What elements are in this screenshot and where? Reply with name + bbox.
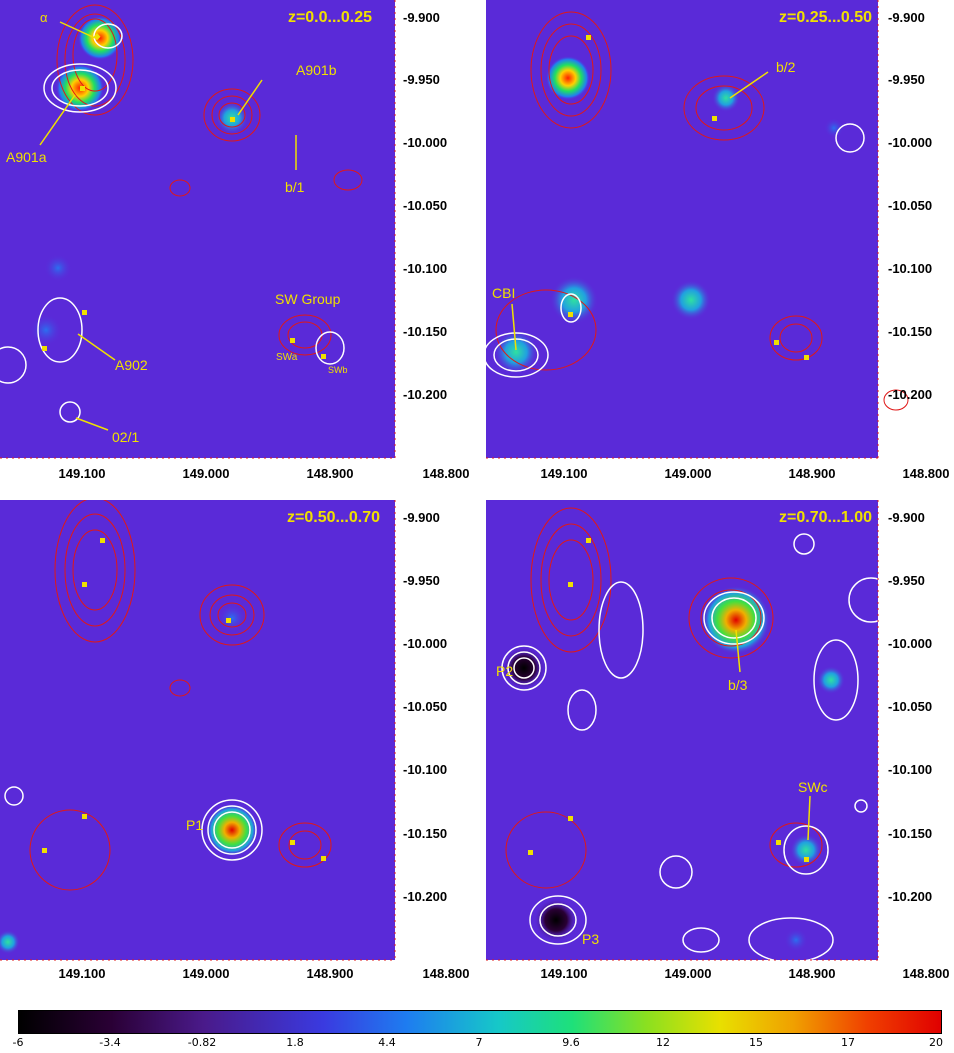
colorbar-tick: 4.4	[378, 1036, 396, 1049]
dec-tick: -10.000	[403, 636, 447, 651]
ra-tick: 148.900	[307, 966, 354, 981]
annotation-cbi: CBI	[492, 285, 515, 301]
colorbar-tick: 12	[656, 1036, 670, 1049]
panel-z-050-070: z=0.50...0.70 P1 -9.900 -9.950 -10.000 -…	[0, 500, 470, 998]
dec-tick: -9.900	[888, 510, 925, 525]
panel-map: z=0.50...0.70 P1 -9.900 -9.950 -10.000 -…	[0, 500, 470, 998]
dec-tick: -9.950	[403, 72, 440, 87]
ra-tick: 148.900	[789, 466, 836, 481]
dec-tick: -10.050	[403, 198, 447, 213]
z-range-label: z=0.70...1.00	[779, 509, 872, 526]
dec-tick: -9.950	[888, 573, 925, 588]
colorbar-tick: 20	[929, 1036, 943, 1049]
annotation-b1: b/1	[285, 179, 305, 195]
ra-tick: 149.100	[59, 466, 106, 481]
dec-tick: -10.150	[888, 826, 932, 841]
ra-tick: 148.800	[423, 466, 470, 481]
annotation-02-1: 02/1	[112, 429, 139, 445]
sky-map-background	[0, 500, 395, 960]
dec-tick: -9.900	[403, 510, 440, 525]
dec-tick: -10.000	[403, 135, 447, 150]
z-range-label: z=0.50...0.70	[287, 509, 380, 526]
annotation-sw-group: SW Group	[275, 291, 341, 307]
ra-tick: 148.800	[903, 466, 950, 481]
dec-tick: -10.150	[888, 324, 932, 339]
ra-tick: 148.900	[789, 966, 836, 981]
panel-map: z=0.25...0.50 b/2 CBI -9.900 -9.950 -10.…	[486, 0, 954, 498]
dec-tick: -10.100	[888, 261, 932, 276]
dec-tick: -10.100	[403, 261, 447, 276]
dec-tick: -10.100	[403, 762, 447, 777]
panel-map: z=0.70...1.00 P2 b/3 SWc P3 -9.900 -9.95…	[486, 500, 954, 998]
sky-map-background	[486, 500, 878, 960]
z-range-label: z=0.25...0.50	[779, 9, 872, 26]
annotation-a901a: A901a	[6, 149, 47, 165]
ra-tick: 149.000	[665, 966, 712, 981]
colorbar-tick: -0.82	[187, 1036, 217, 1049]
dec-tick: -9.900	[888, 10, 925, 25]
annotation-b3: b/3	[728, 677, 748, 693]
annotation-p3: P3	[582, 931, 599, 947]
annotation-a902: A902	[115, 357, 148, 373]
ra-tick: 148.800	[423, 966, 470, 981]
dec-tick: -10.050	[403, 699, 447, 714]
panel-z-0-025: z=0.0...0.25 α A901b A901a b/1 SW Group …	[0, 0, 470, 498]
ra-tick: 148.900	[307, 466, 354, 481]
colorbar-tick: 9.6	[562, 1036, 580, 1049]
dec-tick: -10.150	[403, 324, 447, 339]
ra-tick: 149.000	[665, 466, 712, 481]
ra-tick: 149.000	[183, 966, 230, 981]
dec-tick: -10.200	[888, 387, 932, 402]
dec-tick: -10.000	[888, 135, 932, 150]
annotation-p1: P1	[186, 817, 203, 833]
colorbar-tick: -6	[12, 1036, 24, 1049]
colorbar-tick: 7	[475, 1036, 483, 1049]
dec-tick: -10.100	[888, 762, 932, 777]
dec-tick: -9.950	[888, 72, 925, 87]
annotation-swa: SWa	[276, 352, 298, 363]
ra-tick: 148.800	[903, 966, 950, 981]
panel-z-070-100: z=0.70...1.00 P2 b/3 SWc P3 -9.900 -9.95…	[486, 500, 954, 998]
dec-tick: -9.950	[403, 573, 440, 588]
dec-tick: -10.200	[403, 387, 447, 402]
dec-tick: -10.050	[888, 699, 932, 714]
annotation-swc: SWc	[798, 779, 828, 795]
annotation-alpha: α	[40, 10, 48, 25]
colorbar-tick: -3.4	[99, 1036, 121, 1049]
panel-map: z=0.0...0.25 α A901b A901a b/1 SW Group …	[0, 0, 470, 498]
ra-tick: 149.100	[541, 466, 588, 481]
annotation-swb: SWb	[328, 365, 348, 375]
dec-tick: -10.050	[888, 198, 932, 213]
dec-tick: -10.150	[403, 826, 447, 841]
colorbar-tick: 15	[749, 1036, 763, 1049]
annotation-p2: P2	[496, 663, 513, 679]
ra-tick: 149.000	[183, 466, 230, 481]
dec-tick: -10.200	[888, 889, 932, 904]
colorbar-tick: 17	[841, 1036, 855, 1049]
dec-tick: -10.000	[888, 636, 932, 651]
panel-z-025-050: z=0.25...0.50 b/2 CBI -9.900 -9.950 -10.…	[486, 0, 954, 498]
annotation-a901b: A901b	[296, 62, 337, 78]
dec-tick: -10.200	[403, 889, 447, 904]
ra-tick: 149.100	[59, 966, 106, 981]
ra-tick: 149.100	[541, 966, 588, 981]
z-range-label: z=0.0...0.25	[288, 9, 372, 26]
annotation-b2: b/2	[776, 59, 796, 75]
dec-tick: -9.900	[403, 10, 440, 25]
sky-map-background	[486, 0, 878, 458]
colorbar-tick: 1.8	[286, 1036, 304, 1049]
colorbar	[18, 1010, 942, 1034]
